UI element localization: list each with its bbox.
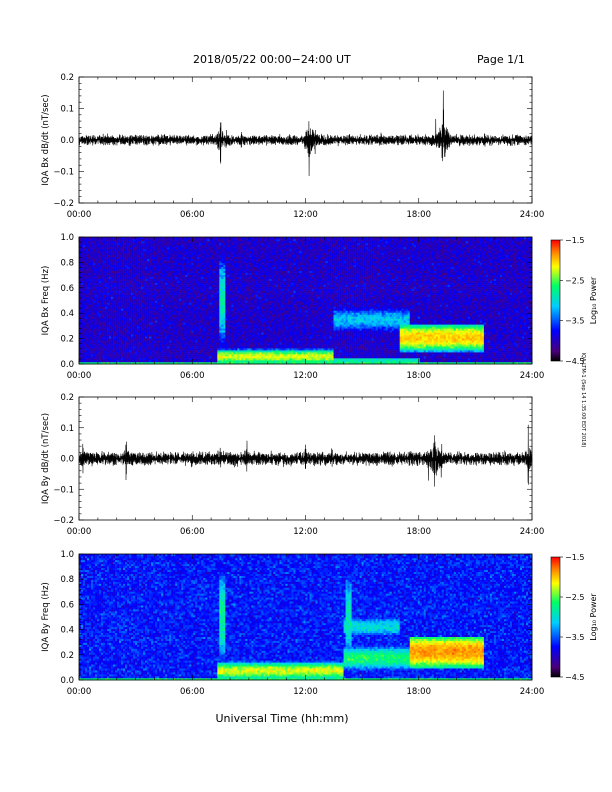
y-tick-label: 0.1 (60, 105, 74, 115)
y-tick-label: −0.2 (53, 199, 74, 209)
y-axis: 0.0 0.2 0.4 0.6 0.8 1.0 IQA By Freq (Hz) (41, 550, 532, 686)
colorbar-label: Log₁₀ Power (589, 276, 598, 324)
colorbar-tick-label: −2.5 (565, 276, 584, 285)
y-tick-label: 0.4 (60, 309, 74, 319)
y-axis-label: IQA Bx Freq (Hz) (41, 266, 51, 336)
y-tick-label: 0.1 (60, 424, 74, 434)
y-tick-label: −0.1 (53, 485, 74, 495)
x-tick-label: 24:00 (520, 527, 545, 537)
x-tick-label: 12:00 (293, 371, 318, 381)
x-tick-label: 18:00 (407, 210, 432, 220)
x-tick-label: 00:00 (67, 687, 92, 697)
y-tick-label: 0.2 (60, 393, 74, 403)
x-tick-label: 06:00 (180, 687, 205, 697)
colorbar-scale (550, 239, 561, 362)
y-tick-label: 1.0 (60, 550, 74, 560)
colorbar-tick-label: −2.5 (565, 593, 584, 602)
y-axis-label: IQA By Freq (Hz) (41, 582, 51, 652)
x-tick-label: 06:00 (180, 527, 205, 537)
colorbar-scale (550, 556, 561, 678)
x-tick-label: 00:00 (67, 371, 92, 381)
colorbar-tick-label: −4.5 (565, 357, 584, 366)
y-axis: 0.0 0.2 0.4 0.6 0.8 1.0 IQA Bx Freq (Hz) (41, 233, 532, 370)
y-tick-label: 0.0 (60, 360, 74, 370)
x-tick-label: 24:00 (520, 687, 545, 697)
y-tick-label: −0.1 (53, 168, 74, 178)
y-tick-label: 0.4 (60, 626, 74, 636)
panel-3: 00:00 06:00 12:00 18:00 24:00−0.2−0.10.00.10… (41, 393, 544, 537)
y-tick-label: −0.2 (53, 516, 74, 526)
x-tick-label: 18:00 (407, 527, 432, 537)
side-note: IQA-LTM-1 (Sep 14 1:35:00 EDT 2018) (580, 353, 586, 448)
colorbar-tick-label: −1.5 (565, 236, 584, 245)
colorbar-label: Log₁₀ Power (589, 593, 598, 641)
y-axis-label: IQA Bx dB/dt (nT/sec) (41, 94, 51, 185)
y-tick-label: 0.0 (60, 455, 74, 465)
page-number: Page 1/1 (477, 53, 525, 66)
y-tick-label: 0.6 (60, 284, 74, 294)
x-axis: 00:00 06:00 12:00 18:00 24:00 (67, 77, 545, 220)
x-tick-label: 00:00 (67, 527, 92, 537)
x-tick-label: 18:00 (407, 371, 432, 381)
series-line (78, 424, 533, 487)
colorbar: −1.5 −2.5 −3.5 −4.5 Log₁₀ Power (550, 553, 598, 682)
x-axis: 00:00 06:00 12:00 18:00 24:00 (67, 237, 545, 381)
colorbar-tick-label: −4.5 (565, 673, 584, 682)
y-tick-label: 1.0 (60, 233, 74, 243)
x-tick-label: 24:00 (520, 210, 545, 220)
colorbar-tick-label: −1.5 (565, 553, 584, 562)
y-tick-label: 0.2 (60, 651, 74, 661)
spectrogram-image (79, 554, 533, 681)
x-tick-label: 12:00 (293, 210, 318, 220)
series-line (78, 90, 533, 176)
x-axis: 00:00 06:00 12:00 18:00 24:00 (67, 397, 545, 537)
y-axis-label: IQA By dB/dt (nT/sec) (41, 413, 51, 504)
y-tick-label: 0.0 (60, 136, 74, 146)
colorbar: −1.5 −2.5 −3.5 −4.5 Log₁₀ Power (550, 236, 598, 366)
page-title: 2018/05/22 00:00−24:00 UT (193, 53, 351, 66)
x-axis-label: Universal Time (hh:mm) (216, 712, 349, 725)
y-axis: −0.2 −0.1 0.0 0.1 0.2 IQA Bx dB/dt (nT/sec) (41, 73, 532, 209)
spectrogram-image (79, 237, 533, 365)
y-tick-label: 0.2 (60, 335, 74, 345)
y-tick-label: 0.6 (60, 600, 74, 610)
y-tick-label: 0.2 (60, 73, 74, 83)
colorbar-tick-label: −3.5 (565, 317, 584, 326)
x-tick-label: 12:00 (293, 527, 318, 537)
x-tick-label: 24:00 (520, 371, 545, 381)
x-tick-label: 06:00 (180, 210, 205, 220)
panel-2: −1.5 −2.5 −3.5 −4.5 Log₁₀ Power 00:00 06:00 12:… (41, 233, 598, 381)
x-tick-label: 00:00 (67, 210, 92, 220)
x-axis: 00:00 06:00 12:00 18:00 24:00 (67, 554, 545, 697)
colorbar-tick-label: −3.5 (565, 633, 584, 642)
y-tick-label: 0.8 (60, 575, 74, 585)
y-tick-label: 0.8 (60, 258, 74, 268)
panel-1: 00:00 06:00 12:00 18:00 24:00−0.2−0.10.00.10… (41, 73, 544, 220)
panel-4: −1.5 −2.5 −3.5 −4.5 Log₁₀ Power 00:00 06:00 12:… (41, 550, 598, 697)
y-axis: −0.2 −0.1 0.0 0.1 0.2 IQA By dB/dt (nT/sec) (41, 393, 532, 526)
x-tick-label: 18:00 (407, 687, 432, 697)
x-tick-label: 12:00 (293, 687, 318, 697)
x-tick-label: 06:00 (180, 371, 205, 381)
y-tick-label: 0.0 (60, 676, 74, 686)
